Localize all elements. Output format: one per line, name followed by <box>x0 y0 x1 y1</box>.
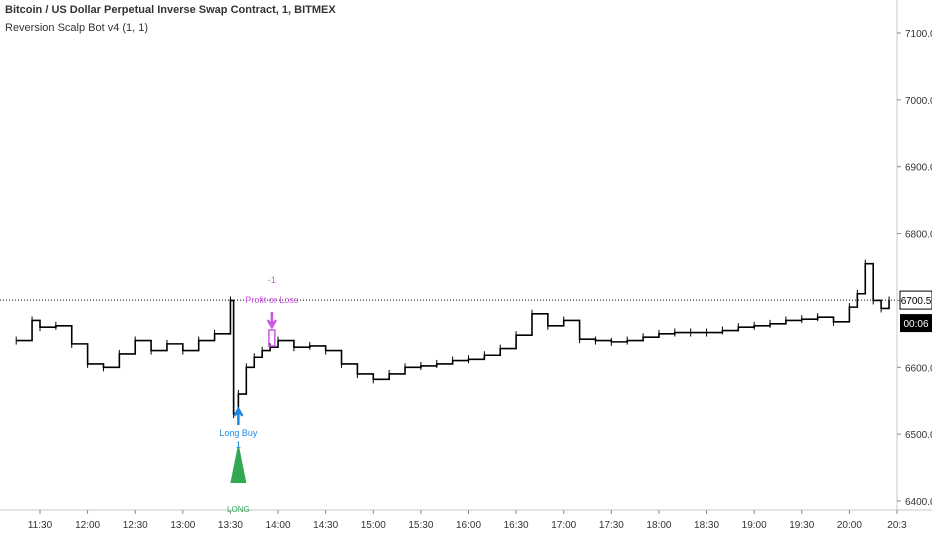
y-tick-label: 6800.0 <box>905 230 932 241</box>
chart-title: Bitcoin / US Dollar Perpetual Inverse Sw… <box>5 4 336 16</box>
x-tick-label: 12:30 <box>123 520 148 531</box>
y-tick-label: 7000.0 <box>905 96 932 107</box>
profit-or-loss-label: Profit or Loss <box>245 295 299 305</box>
long-signal-triangle <box>230 443 247 483</box>
y-tick-label: 6900.0 <box>905 163 932 174</box>
x-tick-label: 15:00 <box>361 520 386 531</box>
x-tick-label: 14:00 <box>266 520 291 531</box>
last-price-badge <box>899 290 932 310</box>
long-buy-qty-label: 1 <box>236 440 241 450</box>
x-tick-label: 14:30 <box>313 520 338 531</box>
x-tick-label: 16:30 <box>504 520 529 531</box>
x-tick-label: 19:30 <box>789 520 814 531</box>
y-tick-label: 7100.0 <box>905 29 932 40</box>
x-tick-label: 17:30 <box>599 520 624 531</box>
countdown-badge <box>900 314 932 333</box>
exit-qty-label: -1 <box>268 275 276 285</box>
x-tick-label: 11:30 <box>28 520 53 531</box>
y-tick-label: 6500.0 <box>905 430 932 441</box>
x-tick-label: 18:30 <box>694 520 719 531</box>
x-tick-label: 18:00 <box>646 520 671 531</box>
x-tick-label: 13:00 <box>170 520 195 531</box>
y-tick-label: 6600.0 <box>905 363 932 374</box>
exit-arrow-down-icon <box>266 312 277 330</box>
x-tick-label: 20:00 <box>837 520 862 531</box>
last-price-label: 6700.5 <box>901 296 932 307</box>
long-label: LONG <box>227 505 250 514</box>
indicator-label[interactable]: Reversion Scalp Bot v4 (1, 1) <box>5 22 149 34</box>
exit-marker <box>268 329 276 347</box>
x-tick-label: 20:3 <box>887 520 907 531</box>
x-tick-label: 16:00 <box>456 520 481 531</box>
long-buy-label: Long Buy <box>219 428 258 438</box>
x-tick-label: 12:00 <box>75 520 100 531</box>
x-tick-label: 19:00 <box>742 520 767 531</box>
y-tick-label: 6400.0 <box>905 497 932 508</box>
x-tick-label: 17:00 <box>551 520 576 531</box>
countdown-label: 00:06 <box>903 319 928 330</box>
price-series-line <box>16 262 890 415</box>
x-tick-label: 15:30 <box>408 520 433 531</box>
buy-arrow-up-icon <box>233 406 244 425</box>
x-tick-label: 13:30 <box>218 520 243 531</box>
